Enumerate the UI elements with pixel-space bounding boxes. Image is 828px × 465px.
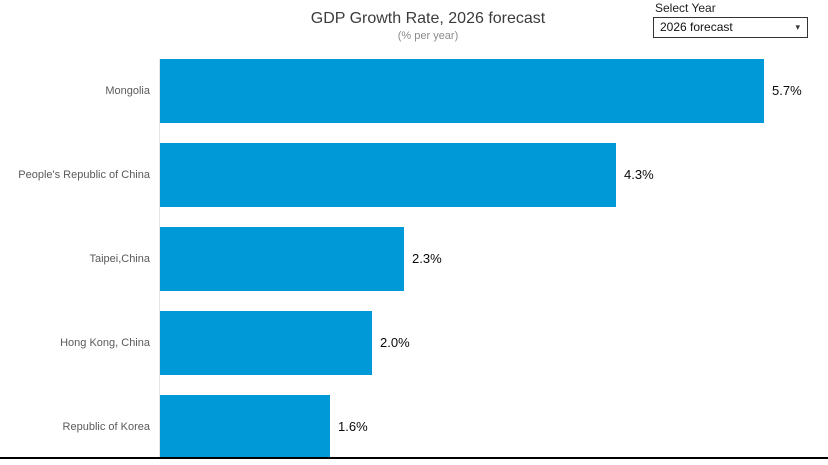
bar[interactable]	[160, 311, 372, 375]
year-selector-label: Select Year	[655, 1, 716, 15]
y-axis-line	[159, 59, 160, 457]
bar-row: Republic of Korea 1.6%	[0, 395, 828, 459]
x-axis-line	[0, 457, 828, 459]
chart-title: GDP Growth Rate, 2026 forecast	[310, 10, 546, 27]
year-select-value: 2026 forecast	[660, 20, 733, 34]
value-label: 1.6%	[338, 419, 368, 434]
category-label: Hong Kong, China	[60, 337, 150, 349]
category-label: Republic of Korea	[62, 421, 150, 433]
value-label: 2.0%	[380, 335, 410, 350]
bar[interactable]	[160, 227, 404, 291]
year-select-dropdown[interactable]: 2026 forecast ▾	[653, 17, 808, 38]
value-label: 4.3%	[624, 167, 654, 182]
category-label: Taipei,China	[89, 253, 150, 265]
chevron-down-icon: ▾	[795, 22, 800, 32]
bar[interactable]	[160, 143, 616, 207]
value-label: 2.3%	[412, 251, 442, 266]
bar-row: Mongolia 5.7%	[0, 59, 828, 123]
bar-row: People's Republic of China 4.3%	[0, 143, 828, 207]
category-label: People's Republic of China	[18, 169, 150, 181]
category-label: Mongolia	[105, 85, 150, 97]
bar[interactable]	[160, 59, 764, 123]
bar-row: Hong Kong, China 2.0%	[0, 311, 828, 375]
value-label: 5.7%	[772, 83, 802, 98]
chart-subtitle: (% per year)	[397, 30, 459, 42]
bar[interactable]	[160, 395, 330, 459]
bar-row: Taipei,China 2.3%	[0, 227, 828, 291]
